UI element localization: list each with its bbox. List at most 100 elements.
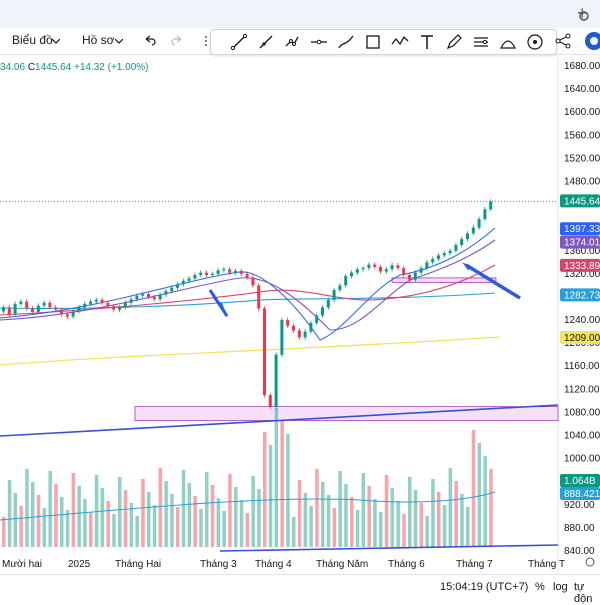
candle[interactable] — [355, 269, 359, 273]
candle[interactable] — [71, 311, 75, 317]
candle[interactable] — [425, 262, 429, 269]
candle[interactable] — [65, 314, 69, 317]
candle[interactable] — [106, 302, 110, 307]
candle[interactable] — [431, 258, 435, 263]
candle[interactable] — [48, 302, 52, 308]
candle[interactable] — [36, 305, 40, 312]
candle[interactable] — [442, 253, 446, 256]
candle[interactable] — [100, 299, 104, 303]
candle[interactable] — [263, 308, 266, 396]
candle[interactable] — [477, 219, 481, 228]
path-icon[interactable] — [282, 32, 302, 52]
candle[interactable] — [344, 276, 348, 286]
candle[interactable] — [89, 301, 92, 304]
candle[interactable] — [332, 290, 336, 300]
candle[interactable] — [216, 270, 220, 274]
candle[interactable] — [77, 307, 81, 312]
share-icon[interactable] — [553, 31, 573, 51]
auto-scale-toggle[interactable]: tự độn — [574, 581, 593, 605]
candle[interactable] — [193, 275, 197, 279]
polyline-icon[interactable] — [390, 32, 410, 52]
candle[interactable] — [373, 264, 377, 267]
candle[interactable] — [338, 285, 342, 291]
candle[interactable] — [483, 209, 487, 220]
candle[interactable] — [321, 307, 324, 316]
chart-menu-button[interactable]: Biểu đồ — [12, 33, 53, 47]
candle[interactable] — [315, 315, 319, 323]
candle[interactable] — [228, 269, 232, 273]
candle[interactable] — [234, 270, 237, 273]
candle[interactable] — [164, 291, 168, 295]
candle[interactable] — [419, 268, 423, 273]
log-toggle[interactable]: log — [553, 581, 568, 593]
candle[interactable] — [158, 294, 162, 300]
candle[interactable] — [280, 320, 284, 355]
candle[interactable] — [83, 303, 87, 308]
axis-settings-icon[interactable] — [585, 557, 595, 567]
candle[interactable] — [94, 299, 98, 302]
candle[interactable] — [361, 268, 365, 270]
candle[interactable] — [25, 301, 29, 309]
undo-icon[interactable] — [140, 31, 160, 51]
candle[interactable] — [199, 272, 203, 276]
menu-icon[interactable] — [196, 31, 216, 51]
circle-icon[interactable] — [525, 32, 545, 52]
candle[interactable] — [147, 294, 150, 297]
candle[interactable] — [460, 239, 464, 245]
candle[interactable] — [181, 280, 185, 285]
percent-toggle[interactable]: % — [535, 581, 545, 593]
candle[interactable] — [2, 307, 5, 312]
candle[interactable] — [408, 275, 411, 280]
candle[interactable] — [42, 302, 46, 306]
candle[interactable] — [303, 331, 307, 338]
candle[interactable] — [239, 270, 243, 274]
candle[interactable] — [31, 308, 34, 312]
candle[interactable] — [268, 395, 272, 407]
brush-icon[interactable] — [336, 32, 356, 52]
candle[interactable] — [297, 330, 301, 338]
candle[interactable] — [123, 302, 127, 308]
candle[interactable] — [274, 354, 278, 407]
candle[interactable] — [402, 268, 406, 276]
trend-line-icon[interactable] — [229, 32, 249, 52]
price-chart[interactable]: 1680.00 1640.00 1600.00 1560.00 1520.00 1480.… — [0, 55, 600, 575]
candle[interactable] — [396, 265, 400, 269]
arc-icon[interactable] — [498, 32, 518, 52]
text-icon[interactable] — [417, 32, 437, 52]
candle[interactable] — [466, 233, 469, 240]
candle[interactable] — [379, 266, 382, 272]
candle[interactable] — [413, 272, 417, 280]
candle[interactable] — [350, 272, 353, 277]
candle[interactable] — [54, 307, 58, 310]
candle[interactable] — [170, 287, 174, 292]
horizontal-line-icon[interactable] — [309, 32, 329, 52]
candle[interactable] — [118, 307, 121, 310]
candle[interactable] — [187, 278, 191, 281]
candle[interactable] — [152, 296, 156, 300]
ray-icon[interactable] — [256, 32, 276, 52]
candle[interactable] — [129, 299, 133, 303]
candle[interactable] — [437, 255, 440, 259]
candle[interactable] — [251, 277, 255, 286]
candle[interactable] — [60, 309, 63, 315]
rectangle-icon[interactable] — [363, 32, 383, 52]
candle[interactable] — [367, 264, 371, 269]
pen-icon[interactable] — [444, 32, 464, 52]
candle[interactable] — [7, 307, 11, 315]
redo-icon[interactable] — [167, 31, 187, 51]
candle[interactable] — [471, 227, 475, 234]
candle[interactable] — [292, 325, 295, 331]
settings-icon[interactable] — [578, 10, 590, 22]
candle[interactable] — [135, 295, 139, 300]
candle[interactable] — [286, 320, 290, 326]
candle[interactable] — [390, 265, 394, 270]
candle[interactable] — [384, 269, 388, 272]
profile-menu-button[interactable]: Hồ sơ — [82, 33, 115, 47]
candle[interactable] — [210, 273, 214, 276]
candle[interactable] — [205, 272, 208, 276]
candle[interactable] — [245, 273, 249, 278]
user-avatar-icon[interactable] — [580, 31, 600, 51]
candle[interactable] — [222, 269, 226, 271]
bars-pattern-icon[interactable] — [471, 32, 491, 52]
candle[interactable] — [19, 301, 23, 304]
